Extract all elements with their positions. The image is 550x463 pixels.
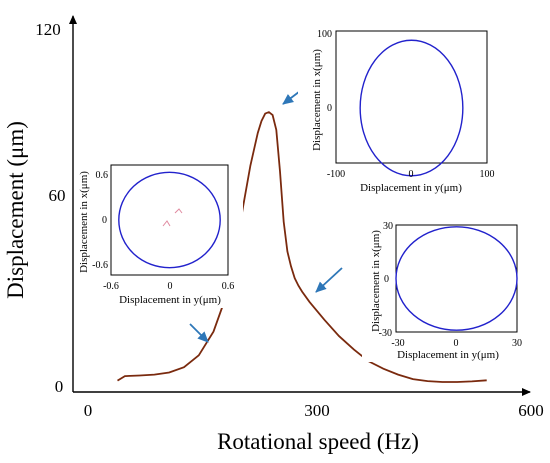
arrow-to-left-inset xyxy=(189,323,209,343)
inset-right-x-tick-label: 0 xyxy=(454,338,459,349)
inset-top: 100 0 -100 0 100 Displacement in y(μm) D… xyxy=(298,24,498,194)
main-x-tick-label: 0 xyxy=(84,401,93,420)
inset-right-y-tick-label: 30 xyxy=(383,221,393,232)
arrow-to-right-inset xyxy=(315,267,343,293)
main-chart: 120 60 0 0 300 600 Rotational speed (Hz)… xyxy=(3,15,544,454)
inset-top-x-axis-title: Displacement in y(μm) xyxy=(360,182,462,194)
inset-right-x-tick-label: -30 xyxy=(391,338,404,349)
inset-top-x-tick-label: -100 xyxy=(327,169,345,180)
inset-left-x-tick-label: 0 xyxy=(168,281,173,292)
inset-right-orbit xyxy=(395,226,518,331)
inset-left-y-tick-label: -0.6 xyxy=(92,260,108,271)
inset-left-y-axis-title: Displacement in x(μm) xyxy=(78,171,90,273)
inset-top-y-tick-label: 100 xyxy=(317,29,332,40)
displacement-series-line xyxy=(117,111,487,383)
inset-left-frame xyxy=(110,164,229,276)
inset-top-orbit xyxy=(359,39,464,177)
inset-right-y-tick-label: 0 xyxy=(384,274,389,285)
inset-left-x-axis-title: Displacement in y(μm) xyxy=(119,294,221,306)
inset-right-y-axis-title: Displacement in x(μm) xyxy=(370,230,382,332)
inset-top-frame xyxy=(335,30,488,164)
inset-left: 0.6 0 -0.6 -0.6 0 0.6 Displacement in y(… xyxy=(78,158,243,308)
inset-left-center-marks xyxy=(162,208,183,227)
main-y-tick-label: 120 xyxy=(35,20,61,39)
main-y-tick-label: 0 xyxy=(55,377,64,396)
inset-top-y-tick-label: 0 xyxy=(327,103,332,114)
inset-right: 30 0 -30 -30 0 30 Displacement in y(μm) … xyxy=(362,212,542,362)
inset-left-x-tick-label: -0.6 xyxy=(103,281,119,292)
inset-left-x-tick-label: 0.6 xyxy=(222,281,235,292)
inset-right-x-axis-title: Displacement in y(μm) xyxy=(397,349,499,361)
inset-left-y-tick-label: 0 xyxy=(102,215,107,226)
main-x-tick-label: 300 xyxy=(304,401,330,420)
inset-right-x-tick-label: 30 xyxy=(512,338,522,349)
inset-left-orbit xyxy=(118,171,221,269)
inset-top-y-axis-title: Displacement in x(μm) xyxy=(311,49,323,151)
inset-top-x-tick-label: 100 xyxy=(480,169,495,180)
main-x-axis-title: Rotational speed (Hz) xyxy=(217,429,419,454)
main-y-tick-label: 60 xyxy=(49,186,66,205)
inset-top-x-tick-label: 0 xyxy=(409,169,414,180)
main-y-axis-title: Displacement (μm) xyxy=(3,121,28,299)
inset-right-y-tick-label: -30 xyxy=(379,328,392,339)
inset-left-y-tick-label: 0.6 xyxy=(96,170,109,181)
main-x-tick-label: 600 xyxy=(518,401,544,420)
